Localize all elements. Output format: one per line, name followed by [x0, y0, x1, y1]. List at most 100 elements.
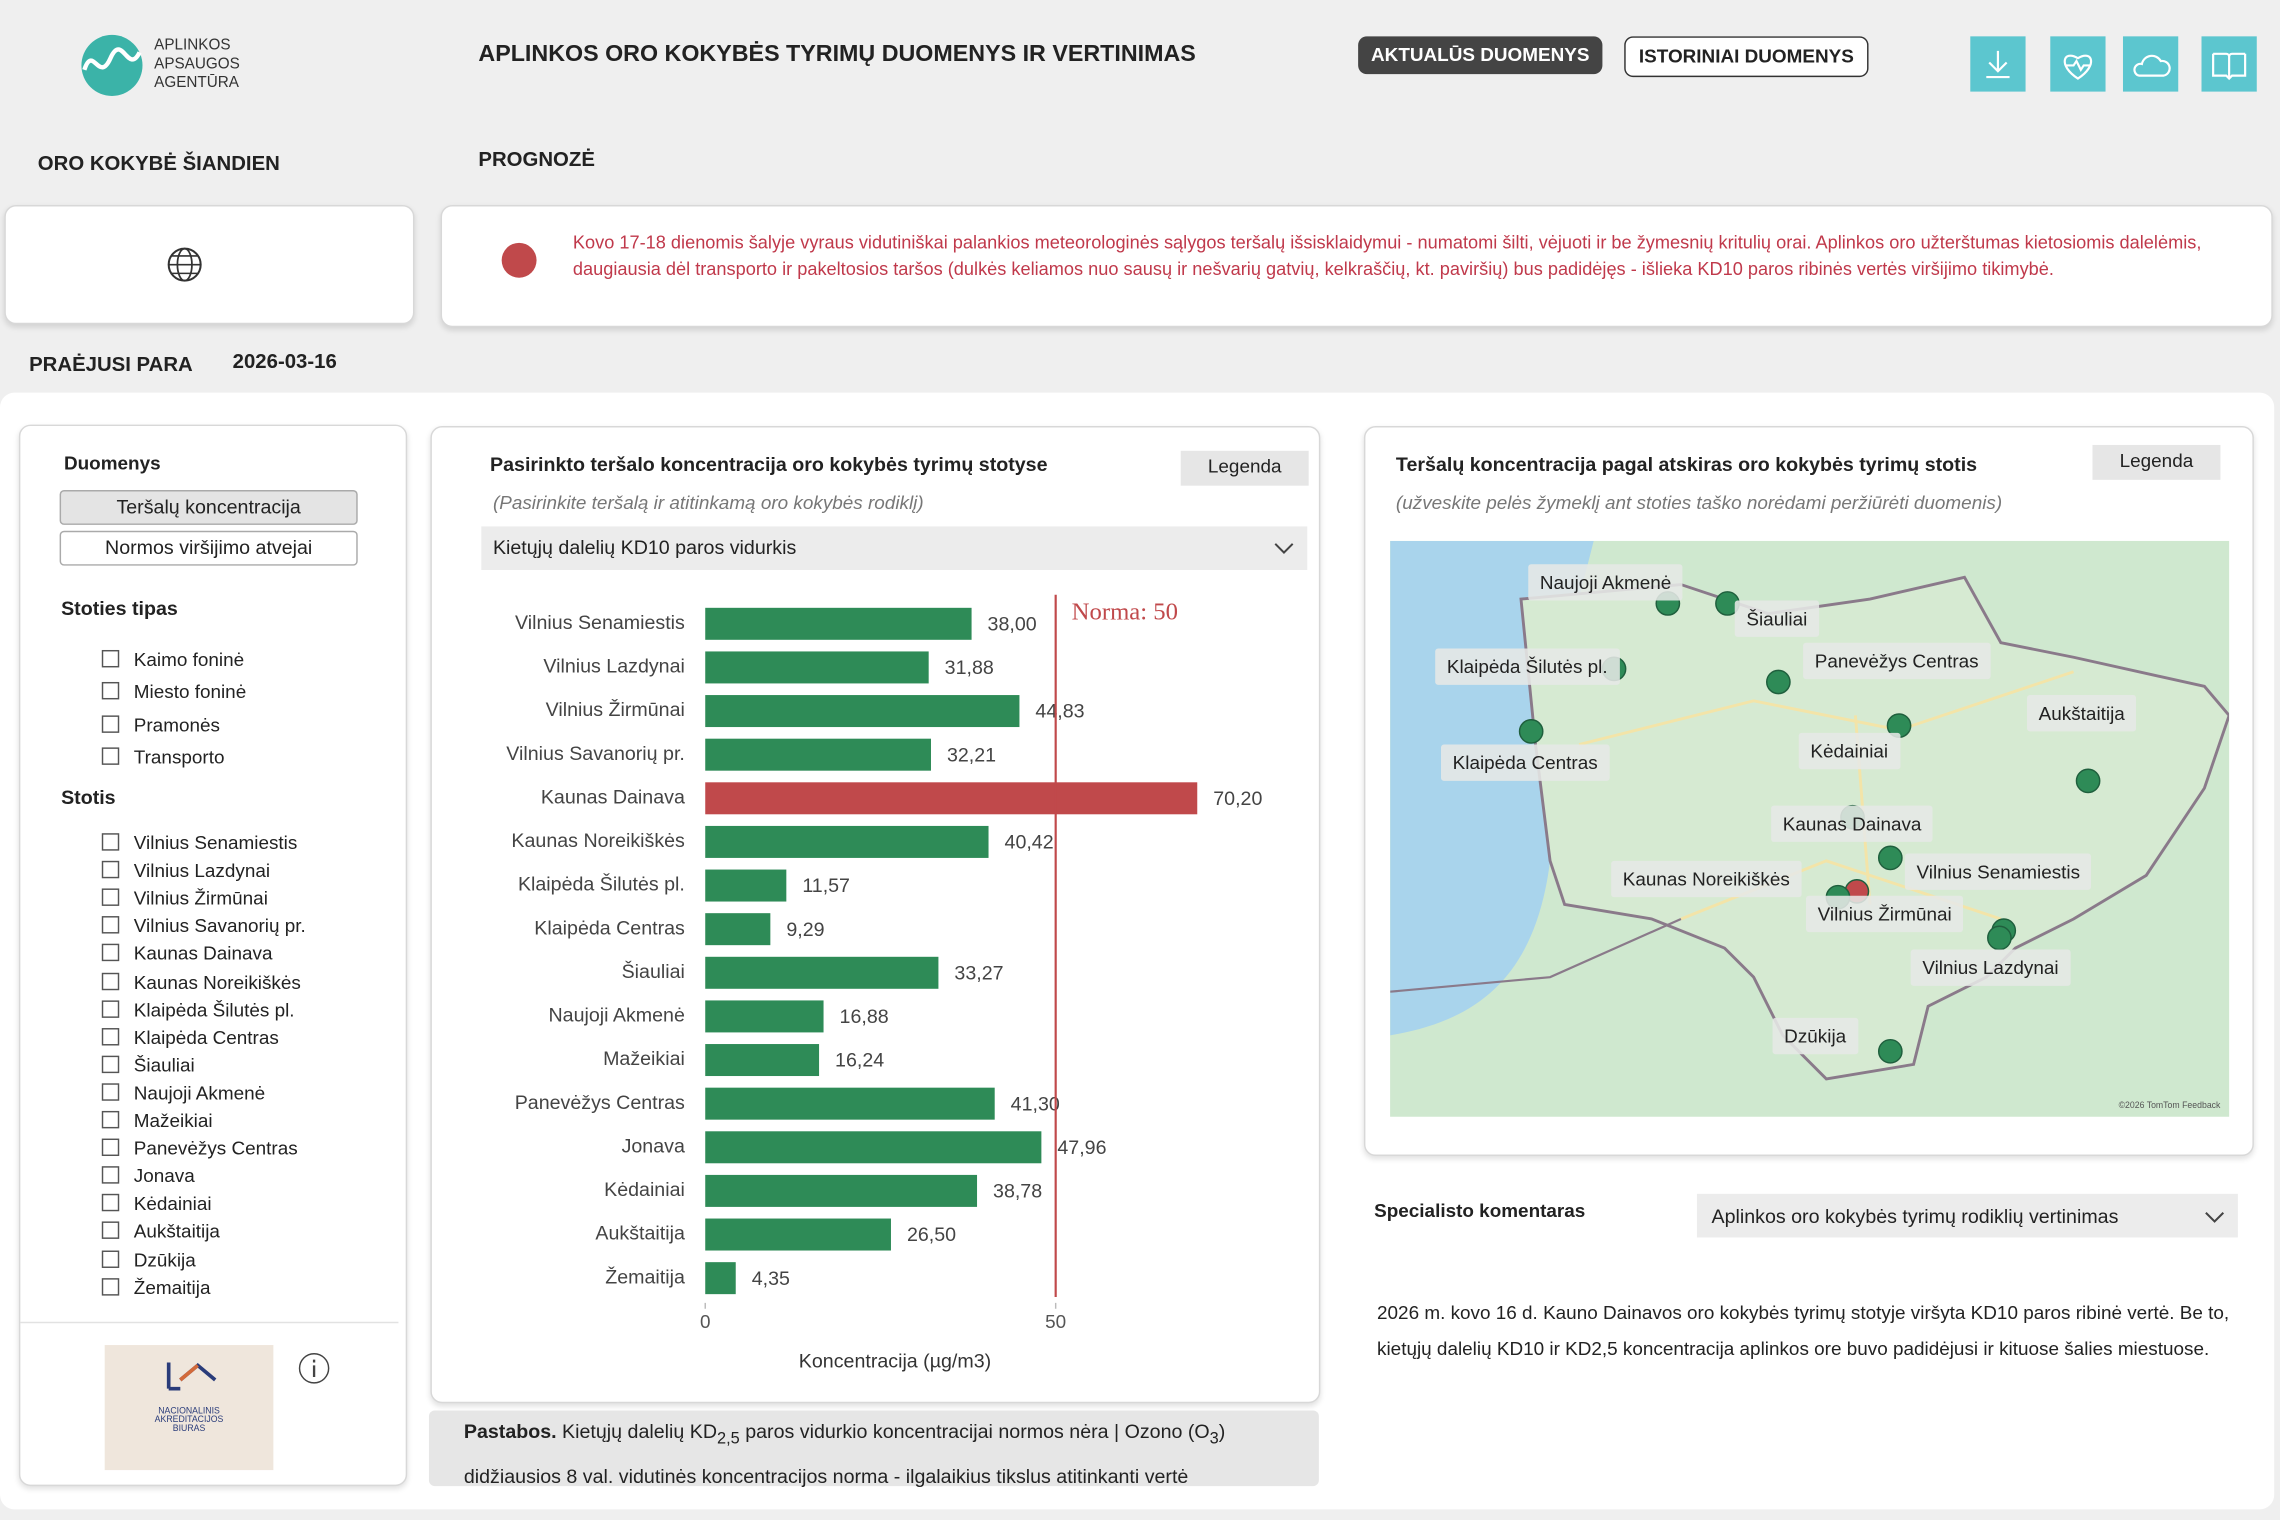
map-subtitle: (užveskite pelės žymeklį ant stoties taš… — [1395, 491, 2003, 514]
comment-dropdown[interactable]: Aplinkos oro kokybės tyrimų rodiklių ver… — [1696, 1193, 2238, 1238]
logo-line: AGENTŪRA — [154, 74, 239, 92]
station-checkbox[interactable]: Klaipėda Šilutės pl. — [102, 998, 295, 1020]
station-dot[interactable] — [2075, 768, 2101, 794]
filter-heading: Stoties tipas — [61, 597, 178, 620]
station-checkbox[interactable]: Dzūkija — [102, 1248, 196, 1270]
divider — [20, 1321, 399, 1324]
data-label: 33,27 — [954, 962, 1003, 984]
station-checkbox[interactable]: Vilnius Lazdynai — [102, 860, 270, 882]
bar — [705, 825, 989, 858]
station-dot[interactable] — [1987, 925, 2012, 951]
station-checkbox[interactable]: Aukštaitija — [102, 1221, 220, 1243]
comment-text: 2026 m. kovo 16 d. Kauno Dainavos oro ko… — [1377, 1301, 2230, 1360]
legend-button[interactable]: Legenda — [1180, 450, 1309, 486]
info-icon[interactable] — [297, 1351, 332, 1386]
forecast-status-dot — [501, 242, 537, 278]
data-label: 38,00 — [988, 613, 1037, 635]
data-label: 70,20 — [1213, 788, 1262, 810]
station-label: Aukštaitija — [2027, 695, 2137, 732]
y-tick-label: Klaipėda Centras — [534, 917, 685, 939]
x-axis-label: Koncentracija (µg/m3) — [799, 1351, 991, 1373]
logo-line: APSAUGOS — [154, 55, 240, 73]
map-panel: Teršalų koncentracija pagal atskiras oro… — [1363, 426, 2254, 1157]
y-tick-label: Vilnius Senamiestis — [515, 612, 685, 634]
station-type-checkbox[interactable]: Kaimo foninė — [102, 649, 244, 671]
station-checkbox[interactable]: Klaipėda Centras — [102, 1026, 279, 1048]
station-dot[interactable] — [1877, 1038, 1903, 1064]
forecast-label: PROGNOZĖ — [478, 146, 595, 171]
notes-subscript: 3 — [1209, 1430, 1219, 1448]
notes-subscript: 2,5 — [717, 1430, 740, 1448]
pollutant-dropdown[interactable]: Kietųjų dalelių KD10 paros vidurkis — [481, 526, 1308, 571]
weather-icon[interactable] — [2122, 36, 2179, 92]
download-icon[interactable] — [1970, 36, 2026, 92]
data-label: 47,96 — [1057, 1137, 1106, 1159]
legend-button[interactable]: Legenda — [2092, 444, 2221, 480]
filters-panel: Duomenys Teršalų koncentracija Normos vi… — [18, 424, 408, 1487]
station-dot[interactable] — [1766, 669, 1791, 695]
bar — [705, 1087, 995, 1120]
station-dot[interactable] — [1518, 719, 1544, 744]
past-day-date: 2026-03-16 — [232, 348, 337, 373]
data-label: 4,35 — [752, 1268, 790, 1290]
notes: Pastabos. Kietųjų dalelių KD2,5 paros vi… — [428, 1410, 1319, 1488]
station-checkbox[interactable]: Šiauliai — [102, 1054, 195, 1076]
data-toggle[interactable]: Teršalų koncentracija — [59, 490, 358, 525]
health-icon[interactable] — [2050, 36, 2106, 92]
station-label: Vilnius Žirmūnai — [1805, 895, 1964, 933]
notes-text: ) didžiausios 8 val. vidutinės koncentra… — [463, 1420, 1226, 1488]
y-tick-label: Vilnius Žirmūnai — [546, 698, 685, 721]
accreditation-logo: NACIONALINIS AKREDITACIJOS BIURAS — [104, 1345, 274, 1471]
station-type-checkbox[interactable]: Transporto — [102, 746, 225, 768]
station-label: Kaunas Noreikiškės — [1611, 860, 1802, 898]
y-tick-label: Klaipėda Šilutės pl. — [518, 873, 685, 896]
today-label: ORO KOKYBĖ ŠIANDIEN — [37, 151, 280, 175]
y-tick-label: Mažeikiai — [603, 1048, 685, 1070]
station-checkbox[interactable]: Vilnius Žirmūnai — [102, 887, 268, 909]
station-checkbox[interactable]: Kaunas Noreikiškės — [102, 971, 301, 993]
station-dot[interactable] — [1877, 845, 1903, 871]
data-toggle[interactable]: Normos viršijimo atvejai — [59, 530, 358, 566]
station-checkbox[interactable]: Mažeikiai — [102, 1109, 213, 1131]
station-checkbox[interactable]: Kaunas Dainava — [102, 943, 273, 965]
station-checkbox[interactable]: Jonava — [102, 1165, 195, 1187]
data-label: 26,50 — [907, 1224, 956, 1246]
book-icon[interactable] — [2201, 36, 2257, 92]
forecast-panel: Kovo 17-18 dienomis šalyje vyraus viduti… — [440, 205, 2273, 328]
station-checkbox[interactable]: Vilnius Senamiestis — [102, 832, 298, 854]
chart-panel: Pasirinkto teršalo koncentracija oro kok… — [430, 426, 1321, 1404]
y-tick-label: Vilnius Lazdynai — [543, 656, 684, 678]
station-checkbox[interactable]: Kėdainiai — [102, 1193, 212, 1215]
x-tick-label: 50 — [1045, 1312, 1066, 1333]
bar — [705, 1174, 978, 1207]
bar — [705, 1000, 824, 1033]
station-checkbox[interactable]: Naujoji Akmenė — [102, 1082, 265, 1104]
bar — [705, 738, 931, 771]
chart-subtitle: (Pasirinkite teršalą ir atitinkamą oro k… — [492, 491, 924, 514]
y-tick-label: Kaunas Noreikiškės — [511, 830, 685, 852]
bar — [705, 869, 787, 902]
comment-label: Specialisto komentaras — [1374, 1199, 1586, 1222]
station-type-checkbox[interactable]: Pramonės — [102, 713, 220, 735]
historical-data-button[interactable]: ISTORINIAI DUOMENYS — [1624, 36, 1869, 78]
globe-icon[interactable] — [166, 246, 204, 284]
station-label: Šiauliai — [1734, 600, 1819, 637]
station-checkbox[interactable]: Žemaitija — [102, 1276, 211, 1298]
filter-heading: Duomenys — [63, 452, 161, 475]
station-type-checkbox[interactable]: Miesto foninė — [102, 681, 246, 703]
y-tick-label: Naujoji Akmenė — [549, 1005, 685, 1027]
data-label: 32,21 — [947, 744, 996, 766]
bar-chart: Vilnius Senamiestis 38,00 Vilnius Lazdynai… — [506, 594, 1262, 1373]
station-label: Vilnius Lazdynai — [1910, 949, 2071, 986]
station-label: Kaunas Dainava — [1771, 805, 1934, 842]
notes-lead: Pastabos. — [463, 1420, 557, 1443]
bar — [705, 913, 771, 946]
x-tick-label: 0 — [700, 1312, 711, 1333]
station-checkbox[interactable]: Panevėžys Centras — [102, 1137, 298, 1159]
map-title: Teršalų koncentracija pagal atskiras oro… — [1395, 453, 1978, 476]
current-data-button[interactable]: AKTUALŪS DUOMENYS — [1358, 36, 1603, 75]
map: ©2026 TomTom Feedback Naujoji Akmenė Šiau… — [1390, 540, 2230, 1117]
station-checkbox[interactable]: Vilnius Savanorių pr. — [102, 915, 306, 937]
